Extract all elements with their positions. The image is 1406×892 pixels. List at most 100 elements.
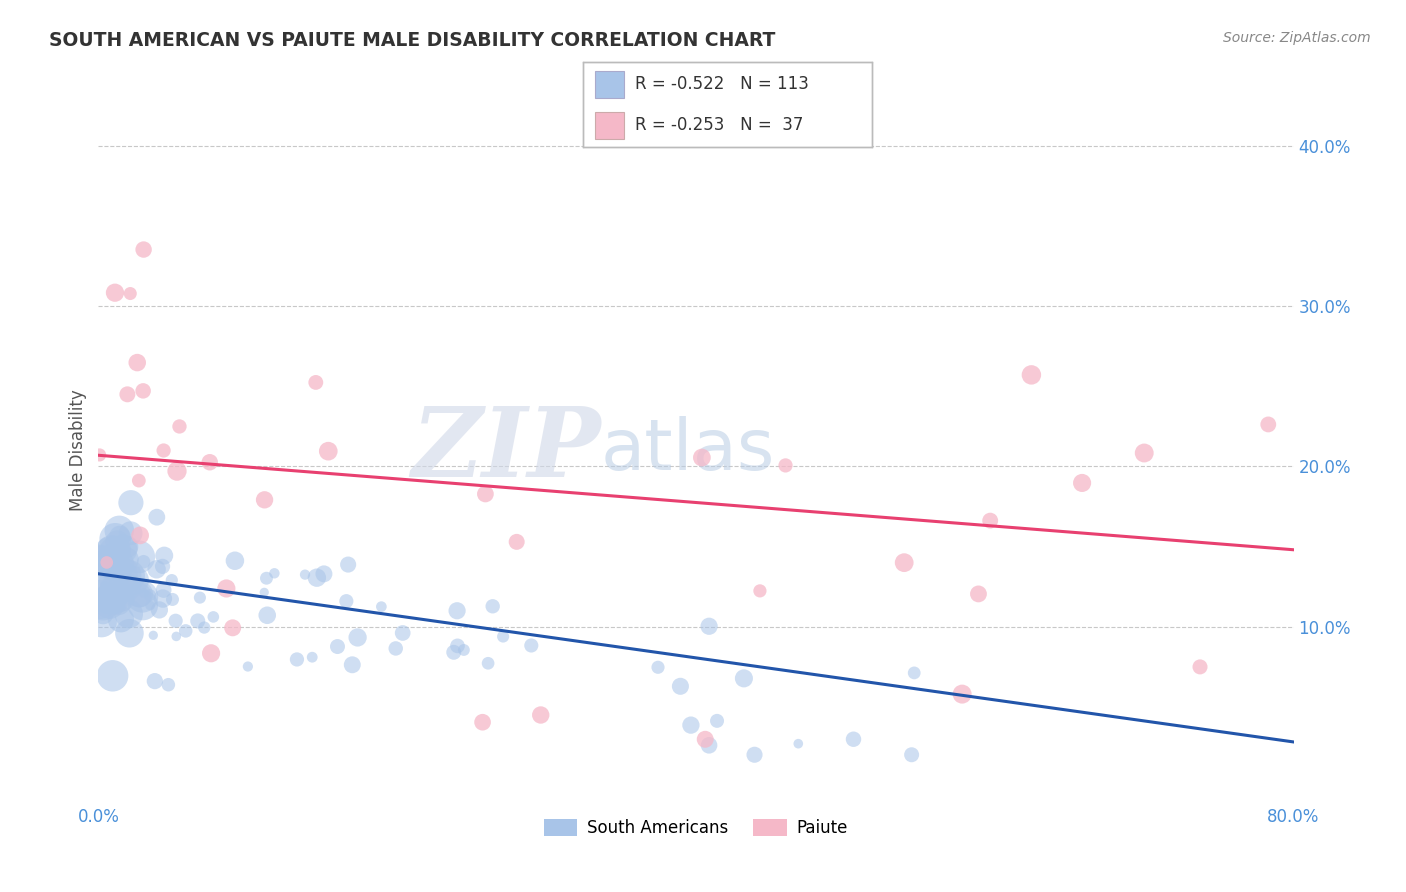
Point [89,567,111,582]
Point [157,678,180,692]
Point [446,604,468,618]
Point [111,592,134,607]
Point [169,419,191,434]
Text: ZIP: ZIP [411,403,600,498]
Point [128,549,150,564]
Point [101,545,124,559]
Point [89,448,111,462]
Text: R = -0.522   N = 113: R = -0.522 N = 113 [636,76,810,94]
Point [162,592,184,607]
Point [200,646,222,660]
Point [87,551,110,566]
Point [148,603,170,617]
Point [129,587,152,601]
Point [900,747,922,762]
Point [105,595,128,609]
Point [253,492,276,507]
Point [110,612,132,626]
Point [108,543,131,558]
Point [903,665,925,680]
Point [474,487,496,501]
Point [107,595,129,609]
Point [104,532,127,546]
Point [124,573,146,587]
Point [215,582,238,596]
Point [316,444,339,458]
Point [477,657,499,671]
Text: SOUTH AMERICAN VS PAIUTE MALE DISABILITY CORRELATION CHART: SOUTH AMERICAN VS PAIUTE MALE DISABILITY… [49,31,776,50]
Point [1071,475,1094,490]
Point [142,628,165,642]
Point [748,583,770,598]
Point [253,585,276,599]
Point [165,614,187,628]
Point [132,586,155,600]
Text: atlas: atlas [600,416,775,485]
Point [695,732,717,747]
Point [530,708,553,723]
Point [143,674,166,689]
Point [128,474,150,488]
Point [256,608,278,623]
Point [285,652,308,666]
Point [89,549,111,563]
Point [104,544,127,558]
Point [97,541,120,555]
Point [1133,446,1156,460]
Point [294,567,316,582]
Point [101,552,124,566]
Point [114,568,136,582]
Point [152,591,174,606]
Point [174,624,197,638]
Point [96,556,118,570]
Point [370,599,392,614]
Point [97,558,120,572]
Point [221,621,243,635]
Point [108,529,131,543]
Text: R = -0.253   N =  37: R = -0.253 N = 37 [636,116,804,134]
Point [104,584,127,599]
Point [443,645,465,659]
Point [198,455,221,469]
Point [188,591,211,605]
Point [263,566,285,581]
Point [101,573,124,587]
Point [391,626,413,640]
Point [115,580,138,594]
Y-axis label: Male Disability: Male Disability [69,390,87,511]
Point [145,562,167,576]
Point [115,552,138,566]
Point [453,643,475,657]
Legend: South Americans, Paiute: South Americans, Paiute [537,813,855,844]
Point [128,588,150,602]
FancyBboxPatch shape [595,112,624,139]
Point [1021,368,1043,382]
Point [305,571,328,585]
Point [131,590,153,604]
Point [152,559,174,574]
Point [236,659,259,673]
Point [104,285,127,300]
Point [108,524,131,538]
Point [520,639,543,653]
Point [301,650,323,665]
Point [120,286,142,301]
Point [697,619,720,633]
Point [744,747,766,762]
Point [326,640,349,654]
Point [342,657,364,672]
Text: Source: ZipAtlas.com: Source: ZipAtlas.com [1223,31,1371,45]
Point [120,496,142,510]
Point [679,718,702,732]
Point [127,355,149,369]
Point [139,588,162,602]
Point [471,715,494,730]
Point [152,582,174,597]
Point [893,556,915,570]
Point [492,630,515,644]
Point [787,737,810,751]
Point [96,572,118,586]
Point [89,557,111,571]
Point [91,607,114,621]
Point [132,555,155,569]
